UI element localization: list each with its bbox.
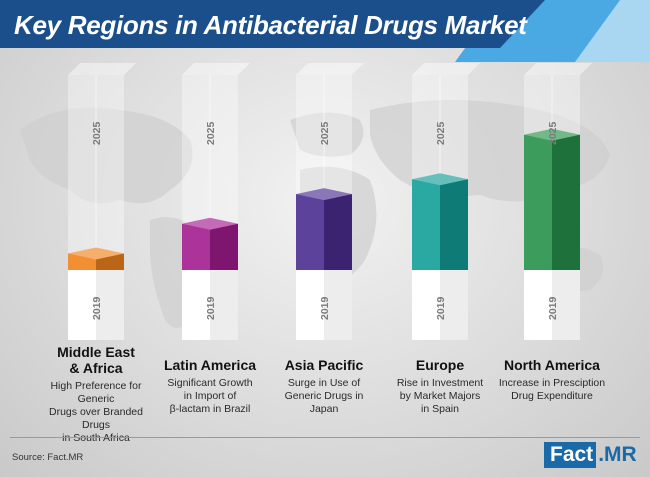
region-name: Middle East & Africa	[57, 344, 135, 376]
year-label-2019: 2019	[547, 296, 559, 320]
factmr-logo: Fact .MR	[544, 442, 644, 468]
bar-2025-top	[296, 188, 352, 201]
column-asia-pacific: 2019 2025	[296, 63, 364, 340]
region-description: Increase in Presciption Drug Expenditure	[498, 377, 606, 402]
logo-mr-text: .MR	[598, 443, 637, 466]
region-name: North America	[504, 357, 600, 373]
region-middle-east-africa: Middle East & Africa High Preference for …	[36, 344, 156, 445]
bar-2025-front	[296, 194, 324, 270]
region-name: Europe	[415, 357, 465, 373]
base-block-front	[182, 270, 210, 340]
region-description: Significant Growth in Import of β-lactam…	[167, 377, 253, 415]
region-description: Surge in Use of Generic Drugs in Japan	[284, 377, 364, 415]
year-label-2025: 2025	[91, 121, 103, 145]
year-label-2019: 2019	[205, 296, 217, 320]
region-bar-chart: 2019 2025 2019 2025 2019 2025 2019 2025 2019 2025	[68, 63, 592, 340]
base-block-side	[440, 270, 468, 340]
base-block-front	[412, 270, 440, 340]
region-description: High Preference for Generic Drugs over B…	[49, 380, 143, 444]
base-block-front	[68, 270, 96, 340]
year-label-2025: 2025	[205, 121, 217, 145]
base-block-side	[552, 270, 580, 340]
glass-top	[68, 63, 136, 75]
bar-2025-front	[182, 223, 210, 270]
glass-top	[412, 63, 480, 75]
region-description: Rise in Investment by Market Majors in S…	[396, 377, 484, 415]
year-label-2025: 2025	[319, 121, 331, 145]
glass-top	[524, 63, 592, 75]
base-block-side	[210, 270, 238, 340]
year-label-2025: 2025	[547, 121, 559, 145]
bar-2025-top	[182, 217, 238, 230]
base-block-front	[296, 270, 324, 340]
region-name: Latin America	[163, 357, 257, 373]
glass-top	[182, 63, 250, 75]
logo-fact-text: Fact	[544, 442, 597, 468]
year-label-2019: 2019	[319, 296, 331, 320]
region-latin-america: Latin America Significant Growth in Impor…	[150, 350, 270, 416]
column-latin-america: 2019 2025	[182, 63, 250, 340]
year-label-2019: 2019	[435, 296, 447, 320]
column-middle-east-africa: 2019 2025	[68, 63, 136, 340]
glass-top	[296, 63, 364, 75]
bar-2025-side	[440, 179, 468, 270]
bar-2025-side	[324, 194, 352, 270]
header-banner	[0, 0, 650, 62]
column-north-america: 2019 2025	[524, 63, 592, 340]
year-label-2019: 2019	[91, 296, 103, 320]
bar-2025-front	[524, 134, 552, 270]
bar-2025-top	[412, 173, 468, 186]
region-asia-pacific: Asia Pacific Surge in Use of Generic Drug…	[264, 350, 384, 416]
footer-divider	[10, 437, 640, 438]
column-europe: 2019 2025	[412, 63, 480, 340]
bar-2025-side	[552, 134, 580, 270]
base-block-front	[524, 270, 552, 340]
region-europe: Europe Rise in Investment by Market Major…	[380, 350, 500, 416]
source-note: Source: Fact.MR	[12, 452, 84, 463]
bar-2025-top	[524, 128, 580, 141]
bar-2025-front	[412, 179, 440, 270]
base-block-side	[324, 270, 352, 340]
region-name: Asia Pacific	[284, 357, 364, 373]
year-label-2025: 2025	[435, 121, 447, 145]
base-block-side	[96, 270, 124, 340]
region-north-america: North America Increase in Presciption Dru…	[492, 350, 612, 403]
bar-2025-side	[210, 223, 238, 270]
page-title: Key Regions in Antibacterial Drugs Marke…	[14, 10, 527, 40]
bar-2025-top	[68, 247, 124, 260]
